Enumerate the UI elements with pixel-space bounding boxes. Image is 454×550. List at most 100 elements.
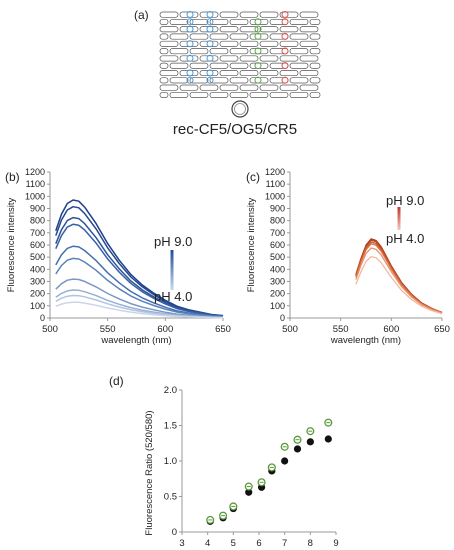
chart-c-x-tick-label: 500: [282, 324, 298, 335]
panel-label-c: (c): [246, 170, 260, 184]
chart-b-annotation-low: pH 4.0: [154, 289, 193, 304]
helix-segment: [289, 62, 309, 69]
helix-segment: [199, 70, 219, 77]
fluorophore-marker-cf: [206, 40, 214, 48]
helix-segment: [269, 48, 289, 55]
helix-segment: [209, 91, 229, 98]
chart-b-y-tick-label: 200: [30, 289, 45, 299]
helix-segment: [259, 11, 279, 18]
chart-c-plot: 0 100 200 300 400 500 600 700 800 900 1000 1100 1200…: [246, 167, 450, 346]
fluorophore-marker-cf: [206, 11, 214, 18]
fluorophore-marker-og: [254, 18, 262, 26]
chart-b-y-tick-label: 700: [30, 228, 45, 238]
chart-d-y-axis-label: Fluorescence Ratio (520/580): [144, 410, 155, 535]
chart-b-y-tick-label: 400: [30, 264, 45, 274]
chart-b-y-tick-label: 900: [30, 204, 45, 214]
chart-b-y-tick-label: 800: [30, 216, 45, 226]
helix-segment: [289, 77, 309, 84]
helix-segment: [279, 11, 299, 18]
chart-c-x-tick-label: 650: [434, 324, 450, 335]
helix-segment: [209, 48, 229, 55]
helix-segment: [269, 91, 289, 98]
helix-segment: [169, 18, 189, 25]
helix-segment: [259, 26, 279, 33]
chart-b-y-tick-label: 600: [30, 240, 45, 250]
chart-b-series-line-2: [55, 205, 224, 317]
helix-segment: [219, 55, 239, 62]
chart-c-x-tick-label: 600: [383, 324, 399, 335]
fluorophore-marker-cf: [206, 25, 214, 33]
helix-segment: [249, 77, 269, 84]
fluorophore-markers: [186, 11, 289, 84]
helix-segment: [189, 33, 209, 40]
chart-c-series-line-5: [355, 247, 443, 314]
helix-segment: [289, 33, 309, 40]
helix-segment: [309, 62, 321, 69]
helix-segment: [189, 48, 209, 55]
helix-segment: [159, 77, 169, 84]
chart-d-x-tick-label: 7: [282, 538, 287, 549]
helix-segment: [249, 33, 269, 40]
helix-segment: [289, 48, 309, 55]
chart-c-ph-arrow: [397, 207, 401, 230]
helix-segment: [159, 62, 169, 69]
chart-b-x-tick-label: 550: [100, 324, 116, 335]
chart-d-point-filled: [324, 435, 332, 443]
panel-label-a: (a): [134, 8, 149, 22]
helix-segment: [209, 33, 229, 40]
helix-segment: [259, 40, 279, 47]
chart-b-y-axis-label: Fluorescence intensity: [6, 197, 17, 292]
chart-c-series-line-6: [355, 255, 443, 315]
helix-segment: [299, 40, 319, 47]
fluorophore-marker-cf: [186, 76, 194, 84]
chart-c-y-tick-label: 200: [270, 289, 285, 299]
origami-loop: [231, 100, 249, 118]
helix-segment: [309, 18, 321, 25]
helix-segment: [279, 40, 299, 47]
helix-segment: [209, 18, 229, 25]
chart-b-y-tick-label: 0: [40, 313, 45, 323]
helix-segment: [299, 55, 319, 62]
chart-d-point-filled: [245, 488, 253, 496]
fluorophore-marker-cf: [206, 76, 214, 84]
helix-segment: [199, 11, 219, 18]
chart-b-plot: 0 100 200 300 400 500 600 700 800 900 1000 1100 1200…: [6, 167, 231, 346]
helix-segment: [199, 55, 219, 62]
helix-segment: [309, 91, 321, 98]
helix-segment: [309, 33, 321, 40]
helix-segment: [169, 62, 189, 69]
helix-segment: [299, 70, 319, 77]
helix-segment: [219, 11, 239, 18]
helix-segment: [209, 62, 229, 69]
fluorophore-marker-og: [254, 32, 262, 40]
chart-c-y-tick-label: 900: [270, 204, 285, 214]
construct-caption: rec-CF5/OG5/CR5: [172, 121, 298, 138]
helix-segment: [239, 26, 259, 33]
chart-d-y-tick-label: 1.0: [164, 456, 177, 467]
helix-segment: [299, 26, 319, 33]
fluorophore-marker-cf: [206, 54, 214, 62]
helix-segment: [229, 62, 249, 69]
chart-d-y-tick-label: 0: [172, 527, 177, 538]
helix-segment: [159, 40, 179, 47]
helix-segment: [169, 33, 189, 40]
helix-segment: [269, 18, 289, 25]
helix-segment: [189, 18, 209, 25]
chart-c-y-tick-label: 700: [270, 228, 285, 238]
helix-segment: [189, 77, 209, 84]
chart-d-x-tick-label: 5: [231, 538, 236, 549]
helix-segment: [179, 84, 199, 91]
chart-b-series-line-3: [55, 216, 224, 317]
helix-segment: [259, 84, 279, 91]
helix-segment: [309, 48, 321, 55]
chart-d-point-filled: [281, 457, 289, 465]
fluorophore-marker-og: [254, 62, 262, 70]
chart-b-y-tick-label: 100: [30, 301, 45, 311]
chart-c-y-tick-label: 600: [270, 240, 285, 250]
helix-segment: [179, 40, 199, 47]
chart-d-y-tick-label: 1.5: [164, 421, 177, 432]
helix-segment: [299, 11, 319, 18]
helix-segment: [239, 11, 259, 18]
chart-d-x-tick-label: 4: [205, 538, 210, 549]
chart-b-series-line-1: [55, 199, 224, 317]
